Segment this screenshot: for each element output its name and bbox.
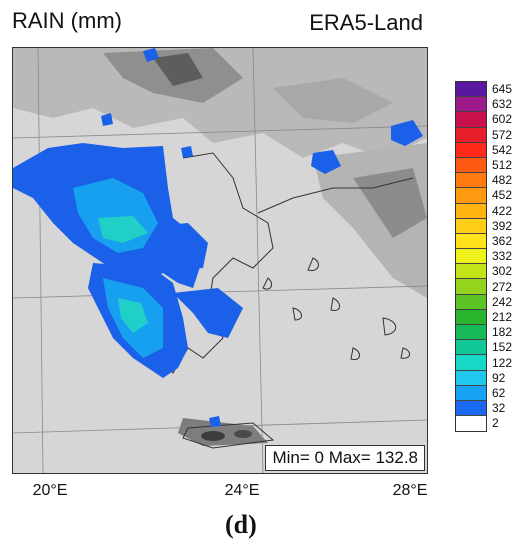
legend-swatch (456, 309, 486, 325)
rain-patch-north (143, 48, 159, 62)
map-panel: Min= 0 Max= 132.8 (12, 47, 428, 474)
legend-label: 452 (492, 188, 513, 203)
rain-patch-east (311, 150, 341, 174)
legend-swatch (456, 157, 486, 174)
legend-swatch (456, 264, 486, 280)
legend-label: 632 (492, 97, 513, 112)
legend-label: 512 (492, 158, 513, 172)
rain-map (13, 48, 427, 473)
rain-heavy-core (98, 216, 148, 243)
legend-swatch (456, 233, 486, 250)
legend-swatch (456, 340, 486, 356)
legend-label: 422 (492, 203, 513, 218)
legend-label: 602 (492, 112, 513, 127)
legend-swatch (456, 112, 486, 128)
legend-swatch (456, 249, 486, 265)
legend-swatch (456, 279, 486, 295)
legend-swatch (456, 218, 486, 234)
rain-patch-chalkidiki (181, 146, 193, 158)
legend-label: 182 (492, 325, 513, 340)
legend-swatch (456, 203, 486, 219)
map-title-dataset: ERA5-Land (309, 10, 423, 35)
min-max-label: Min= 0 Max= 132.8 (265, 445, 425, 471)
legend-label: 332 (492, 249, 513, 264)
legend-swatch (456, 97, 486, 113)
legend-swatch (456, 142, 486, 158)
map-title-variable: RAIN (mm) (12, 8, 122, 33)
rain-patch-nw (101, 113, 113, 126)
legend-swatch (456, 385, 486, 401)
x-tick-20e: 20°E (32, 482, 68, 499)
legend-swatch (456, 82, 486, 98)
legend-label: 362 (492, 234, 513, 248)
legend-label: 122 (492, 355, 513, 370)
color-legend (455, 81, 487, 433)
x-tick-28e: 28°E (392, 482, 428, 499)
legend-swatch (456, 370, 486, 386)
terrain-shading (13, 48, 427, 473)
figure-caption: (d) (225, 510, 257, 539)
rain-field (13, 48, 423, 427)
legend-label: 302 (492, 264, 513, 279)
legend-label: 62 (492, 386, 506, 400)
legend-label: 242 (492, 294, 513, 309)
legend-label: 32 (492, 401, 506, 416)
legend-swatch (456, 400, 486, 417)
legend-label: 2 (492, 416, 499, 431)
rain-patch-northeast (391, 120, 423, 146)
x-tick-24e: 24°E (224, 482, 260, 499)
rain-area-gulf (133, 223, 208, 270)
legend-label: 482 (492, 173, 513, 188)
legend-swatch (456, 355, 486, 371)
legend-label: 212 (492, 310, 513, 324)
legend-swatch (456, 127, 486, 143)
legend-label: 542 (492, 142, 513, 157)
legend-swatch (456, 294, 486, 310)
legend-label: 92 (492, 370, 506, 385)
legend-label: 152 (492, 340, 513, 355)
rain-heavy-south (118, 298, 148, 333)
rain-area-attica (173, 288, 243, 338)
legend-swatch (456, 416, 486, 432)
legend-swatch (456, 173, 486, 189)
legend-swatch (456, 325, 486, 341)
legend-label: 392 (492, 218, 513, 233)
legend-label: 272 (492, 279, 513, 294)
legend-label: 645 (492, 82, 513, 96)
rain-patch-crete (209, 416, 221, 427)
legend-swatch (456, 188, 486, 204)
legend-label: 572 (492, 127, 513, 142)
